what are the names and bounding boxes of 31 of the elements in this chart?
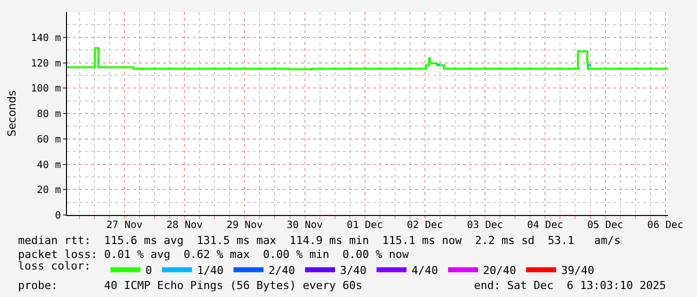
- x-tick-label: 03 Dec: [467, 220, 504, 231]
- x-tick-label: 02 Dec: [406, 220, 444, 231]
- text: median rtt: 115.6 ms avg 131.5 ms max 114.9 ms min 115.1 ms now 2.2 ms sd 53.1 am/s: [18, 234, 621, 247]
- y-tick-label: 0: [54, 210, 61, 222]
- y-tick-label: 140 m: [30, 32, 61, 44]
- x-tick-label: 01 Dec: [346, 220, 383, 231]
- legend-label: 3/40: [340, 264, 367, 278]
- legend-label: 1/40: [197, 264, 224, 278]
- text: packet loss: 0.01 % avg 0.62 % max 0.00 % min 0.00 % now: [18, 248, 410, 261]
- legend-label: 0: [145, 264, 152, 278]
- x-tick-label: 27 Nov: [106, 220, 143, 231]
- y-tick-label: 60 m: [36, 134, 61, 146]
- legend-label: 39/40: [561, 264, 594, 278]
- y-axis-title: Seconds: [6, 90, 19, 137]
- x-tick-label: 05 Dec: [587, 220, 624, 231]
- legend-label: 4/40: [412, 264, 438, 278]
- x-tick-label: 28 Nov: [166, 220, 203, 231]
- x-tick-label: 06 Dec: [647, 220, 684, 231]
- text: end: Sat Dec 6 13:03:10 2025: [474, 279, 666, 292]
- legend-title: loss color:: [18, 260, 98, 273]
- x-tick-label: 04 Dec: [527, 220, 564, 231]
- x-tick-label: 30 Nov: [286, 220, 323, 231]
- y-tick-label: 80 m: [36, 109, 61, 120]
- y-tick-label: 100 m: [30, 84, 61, 95]
- y-tick-label: 40 m: [36, 160, 61, 171]
- y-tick-label: 120 m: [30, 58, 61, 70]
- legend-label: 20/40: [483, 264, 516, 278]
- x-tick-label: 29 Nov: [226, 220, 263, 231]
- y-tick-label: 20 m: [36, 185, 61, 196]
- text: probe: 40 ICMP Echo Pings (56 Bytes) every 60s: [18, 279, 362, 292]
- legend-label: 2/40: [268, 264, 296, 278]
